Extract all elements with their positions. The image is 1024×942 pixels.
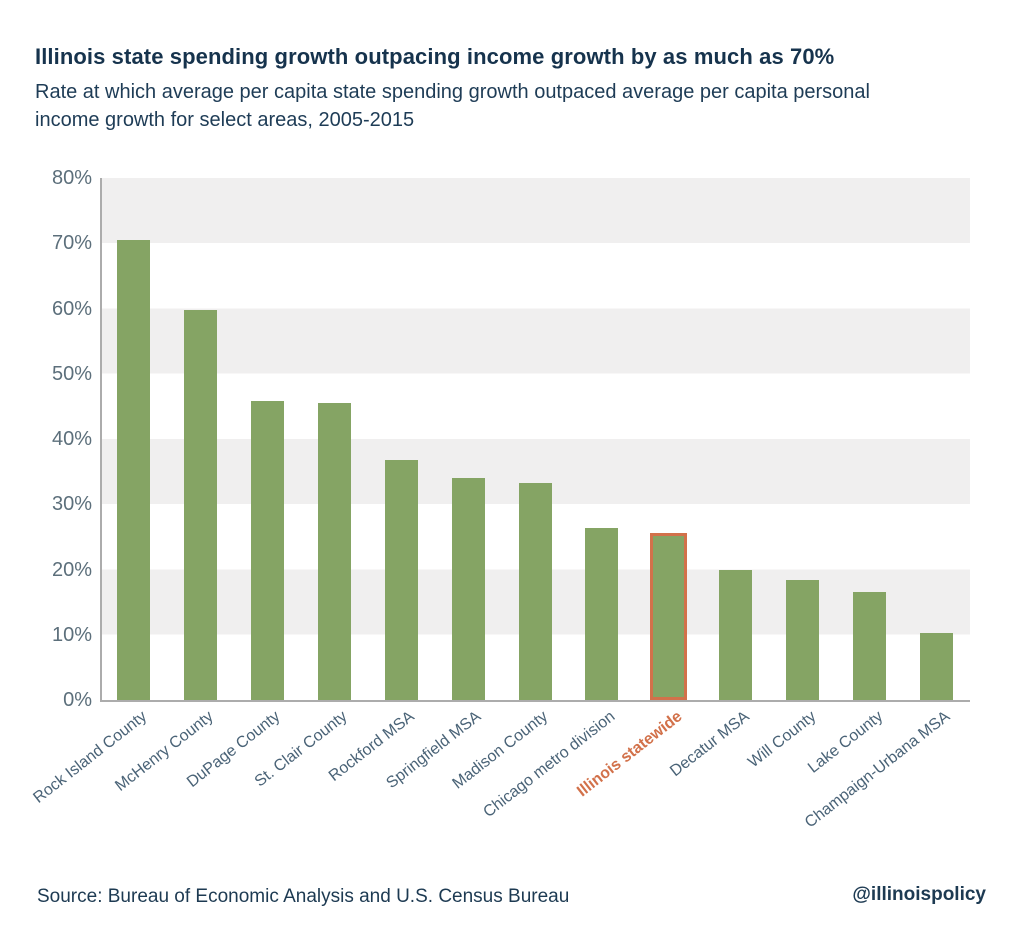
y-tick-label: 60% xyxy=(51,297,92,320)
y-tick-label: 10% xyxy=(51,623,92,646)
bar xyxy=(853,591,887,700)
bar xyxy=(384,459,418,700)
bar xyxy=(719,570,753,700)
brand-handle: @illinoispolicy xyxy=(852,884,986,905)
bar xyxy=(116,240,150,700)
bar xyxy=(518,483,552,700)
bar xyxy=(183,310,217,700)
x-axis-label-text: Rock Island County xyxy=(30,708,150,807)
bar xyxy=(250,400,284,700)
y-tick-label: 70% xyxy=(51,232,92,255)
x-axis-labels: Rock Island County McHenry County DuPage C… xyxy=(30,700,970,840)
y-tick-label: 40% xyxy=(51,428,92,450)
bar xyxy=(920,632,954,700)
bar xyxy=(786,579,820,700)
bar-highlighted xyxy=(650,532,688,700)
chart-title: Illinois state spending growth outpacing… xyxy=(35,44,835,69)
bar-chart: 80% 70% 60% 50% 40% 30% 20% 10% 0% Rock Island C… xyxy=(0,167,1024,831)
chart-subtitle: Rate at which average per capita state s… xyxy=(35,81,870,131)
y-tick-label: 0% xyxy=(63,689,92,711)
x-axis-label-text: Chicago metro division xyxy=(480,708,619,822)
y-axis: 80% 70% 60% 50% 40% 30% 20% 10% 0% xyxy=(0,167,92,711)
bar xyxy=(451,478,485,700)
y-tick-label: 30% xyxy=(51,493,92,516)
bar xyxy=(317,403,351,700)
bar xyxy=(585,528,619,700)
x-axis-line xyxy=(100,700,970,702)
y-tick-label: 20% xyxy=(51,558,92,581)
plot-area xyxy=(100,178,970,702)
source-text: Source: Bureau of Economic Analysis and … xyxy=(37,886,570,907)
y-tick-label: 50% xyxy=(51,362,92,385)
y-tick-label: 80% xyxy=(51,167,92,189)
y-axis-line xyxy=(100,178,102,700)
